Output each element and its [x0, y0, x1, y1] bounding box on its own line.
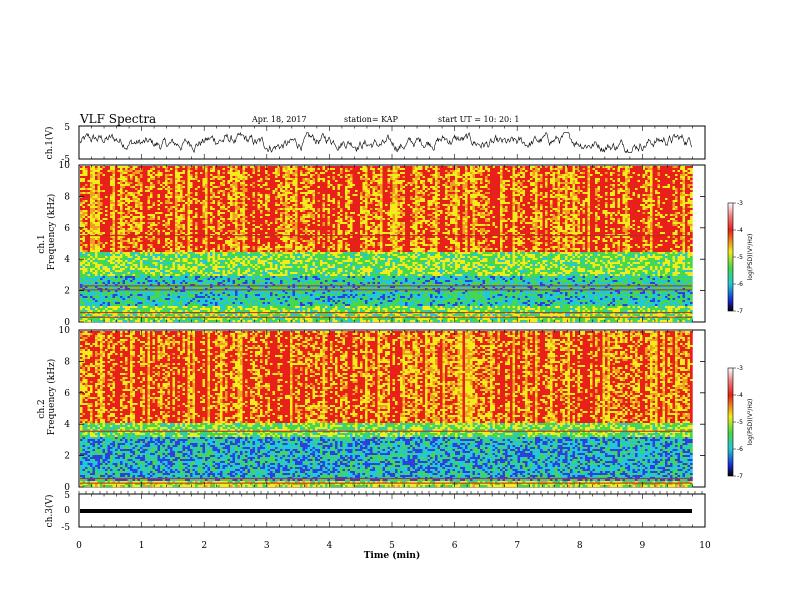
xtick-label: 1: [139, 541, 145, 551]
figure-title: VLF Spectra: [79, 112, 156, 126]
start-time-label: start UT = 10: 20: 1: [438, 115, 519, 124]
time-axis-label: Time (min): [364, 550, 421, 561]
xtick-label: 9: [640, 541, 646, 551]
ch2-spec-ylabel-a: ch.2: [37, 399, 47, 418]
ytick-label: 6: [64, 389, 70, 399]
time-axis-tick-labels: 0 1 2 3 4 5 6 7 8 9 10: [76, 541, 711, 551]
colorbar-tick: -5: [737, 419, 743, 426]
ch2-yticks: 0 2 4 6 8 10: [59, 326, 705, 493]
ch3-trace: [80, 509, 692, 513]
ch3-ytick-mid: 0: [64, 506, 70, 516]
ch1-ylabel: ch.1(V): [44, 127, 55, 160]
time-axis-ticks: [78, 126, 706, 527]
ch1-ytick-bottom: -5: [61, 155, 70, 165]
ch3-ylabel: ch.3(V): [44, 495, 55, 528]
ch1-spec-ylabel-a: ch.1: [37, 234, 47, 253]
colorbar-tick: -4: [737, 392, 743, 399]
ch1-yticks: 0 2 4 6 8 10: [59, 161, 705, 328]
ch1-colorbar-ticks: -3 -4 -5 -6 -7: [733, 200, 743, 315]
ch2-spectrogram-panel: 0 2 4 6 8 10 ch.2 Frequency (kHz): [37, 326, 706, 493]
ch1-colorbar: -3 -4 -5 -6 -7 log(PSD)(V²/Hz): [727, 200, 754, 315]
station-label: station= KAP: [344, 115, 399, 124]
xtick-label: 2: [201, 541, 207, 551]
xtick-label: 3: [264, 541, 270, 551]
colorbar-tick: -6: [737, 281, 743, 288]
ytick-label: 2: [64, 287, 70, 297]
ch3-ytick-bottom: -5: [61, 523, 70, 533]
ytick-label: 8: [64, 357, 70, 367]
ch2-spectrogram-cells: [80, 331, 693, 488]
ytick-label: 8: [64, 192, 70, 202]
ytick-label: 6: [64, 224, 70, 234]
ch3-ytick-top: 5: [64, 491, 70, 501]
ytick-label: 2: [64, 452, 70, 462]
ytick-label: 10: [59, 326, 71, 336]
date-label: Apr. 18, 2017: [251, 115, 307, 124]
ch1-spectrogram-panel: 0 2 4 6 8 10 ch.1 Frequency (kHz): [37, 161, 706, 328]
ytick-label: 0: [64, 318, 70, 328]
colorbar-tick: -7: [737, 308, 743, 315]
ch3-panel: 5 0 -5 ch.3(V): [44, 491, 706, 533]
xtick-label: 5: [389, 541, 395, 551]
xtick-label: 4: [327, 541, 333, 551]
colorbar-tick: -4: [737, 227, 743, 234]
ch2-colorbar-ticks: -3 -4 -5 -6 -7: [733, 365, 743, 480]
ch2-colorbar: -3 -4 -5 -6 -7 log(PSD)(V²/Hz): [727, 365, 754, 480]
ytick-label: 0: [64, 483, 70, 493]
ytick-label: 10: [59, 161, 71, 171]
ch1-spec-ylabel-b: Frequency (kHz): [46, 194, 57, 271]
colorbar-tick: -7: [737, 473, 743, 480]
ch1-ytick-top: 5: [64, 123, 70, 133]
ch1-waveform-panel: 5 -5 ch.1(V): [44, 123, 706, 165]
ch1-colorbar-label: log(PSD)(V²/Hz): [747, 234, 754, 281]
xtick-label: 7: [514, 541, 520, 551]
xtick-label: 8: [577, 541, 583, 551]
ytick-label: 4: [64, 420, 70, 430]
ch2-colorbar-label: log(PSD)(V²/Hz): [747, 399, 754, 446]
colorbar-tick: -3: [737, 200, 743, 207]
ch1-trace: [79, 131, 693, 154]
colorbar-tick: -5: [737, 254, 743, 261]
xtick-label: 0: [76, 541, 82, 551]
xtick-label: 10: [699, 541, 711, 551]
ytick-label: 4: [64, 255, 70, 265]
ch2-spec-ylabel-b: Frequency (kHz): [46, 359, 57, 436]
colorbar-tick: -6: [737, 446, 743, 453]
colorbar-tick: -3: [737, 365, 743, 372]
ch1-spectrogram-cells: [80, 166, 693, 323]
xtick-label: 6: [452, 541, 458, 551]
